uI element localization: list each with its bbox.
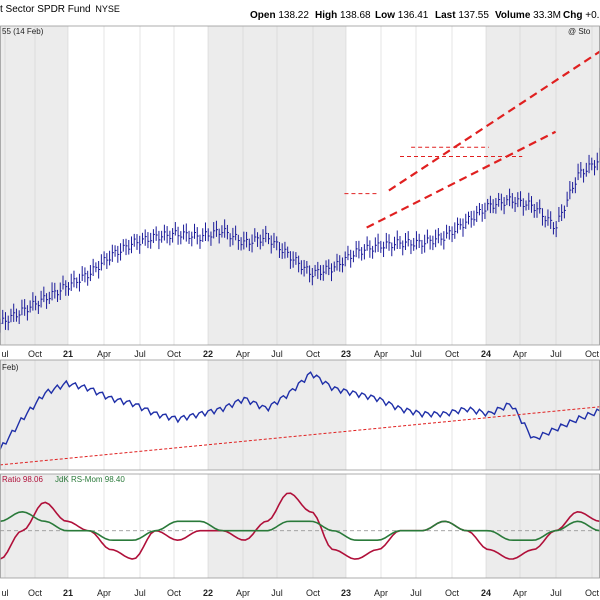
grid-lines xyxy=(4,26,593,578)
x-tick-label: Oct xyxy=(306,349,321,359)
x-tick-label: Apr xyxy=(513,349,527,359)
x-tick-label: 21 xyxy=(63,349,73,359)
year-band xyxy=(0,26,68,345)
momentum-line xyxy=(0,510,600,541)
x-tick-label: Jul xyxy=(271,588,283,598)
x-tick-label: Oct xyxy=(28,588,43,598)
x-tick-label: Oct xyxy=(28,349,43,359)
fund-name: t Sector SPDR Fund xyxy=(0,4,91,15)
watermark: @ Sto xyxy=(568,27,591,36)
x-tick-label: Apr xyxy=(97,349,111,359)
low-value: Low 136.41 xyxy=(375,10,429,21)
x-tick-label: Apr xyxy=(97,588,111,598)
chart-header: t Sector SPDR Fund NYSE Open 138.22 High… xyxy=(0,0,600,26)
x-tick-label: 21 xyxy=(63,588,73,598)
x-tick-label: 24 xyxy=(481,588,491,598)
x-tick-label: 23 xyxy=(341,588,351,598)
year-band xyxy=(486,26,600,345)
volume-value: Volume 33.3M xyxy=(495,10,561,21)
channel-upper-line xyxy=(388,50,600,192)
rrg-lines xyxy=(0,492,600,560)
year-band xyxy=(486,474,600,578)
x-tick-label: Oct xyxy=(585,588,600,598)
trend-overlays xyxy=(344,50,600,229)
x-tick-label: Jul xyxy=(134,349,146,359)
x-tick-label: Jul xyxy=(410,588,422,598)
x-tick-label: Apr xyxy=(513,588,527,598)
year-band xyxy=(0,360,68,470)
price-bars xyxy=(0,147,600,333)
x-tick-label: Oct xyxy=(445,588,460,598)
x-tick-label: ul xyxy=(1,588,8,598)
rrg-ratio-label: Ratio 98.06 xyxy=(2,475,43,484)
year-band xyxy=(0,474,68,578)
x-axis-ticks: ul ul Oct Oct 21 21 Apr Apr Jul Jul Oct Oct 22 22 Apr A… xyxy=(1,349,599,598)
x-tick-label: ul xyxy=(1,349,8,359)
x-tick-label: Jul xyxy=(410,349,422,359)
x-tick-label: Jul xyxy=(271,349,283,359)
price-panel-label: 55 (14 Feb) xyxy=(2,27,44,36)
x-tick-label: Jul xyxy=(550,349,562,359)
x-tick-label: Oct xyxy=(445,349,460,359)
x-tick-label: Apr xyxy=(374,349,388,359)
x-tick-label: Oct xyxy=(167,349,182,359)
ratio-line xyxy=(0,492,600,560)
x-tick-label: Oct xyxy=(585,349,600,359)
x-tick-label: Apr xyxy=(236,349,250,359)
channel-lower-line xyxy=(366,130,557,229)
rs-panel-label: Feb) xyxy=(2,363,19,372)
high-value: High 138.68 xyxy=(315,10,371,21)
x-tick-label: Oct xyxy=(306,588,321,598)
x-tick-label: Jul xyxy=(134,588,146,598)
relative-strength-line xyxy=(0,371,600,466)
rrg-momentum-label: JdK RS-Mom 98.40 xyxy=(55,475,125,484)
exchange-label: NYSE xyxy=(95,4,120,14)
last-value: Last 137.55 xyxy=(435,10,489,21)
change-value: Chg +0. xyxy=(563,10,600,21)
x-tick-label: Apr xyxy=(236,588,250,598)
x-tick-label: 22 xyxy=(203,349,213,359)
x-tick-label: Apr xyxy=(374,588,388,598)
x-tick-label: 24 xyxy=(481,349,491,359)
rs-trend-line xyxy=(0,406,600,466)
year-bands xyxy=(0,26,600,578)
x-tick-label: 22 xyxy=(203,588,213,598)
year-band xyxy=(486,360,600,470)
chart-title: t Sector SPDR Fund NYSE xyxy=(0,4,120,15)
x-tick-label: 23 xyxy=(341,349,351,359)
x-tick-label: Jul xyxy=(550,588,562,598)
rs-series-line xyxy=(0,371,600,450)
open-value: Open 138.22 xyxy=(250,10,309,21)
x-tick-label: Oct xyxy=(167,588,182,598)
